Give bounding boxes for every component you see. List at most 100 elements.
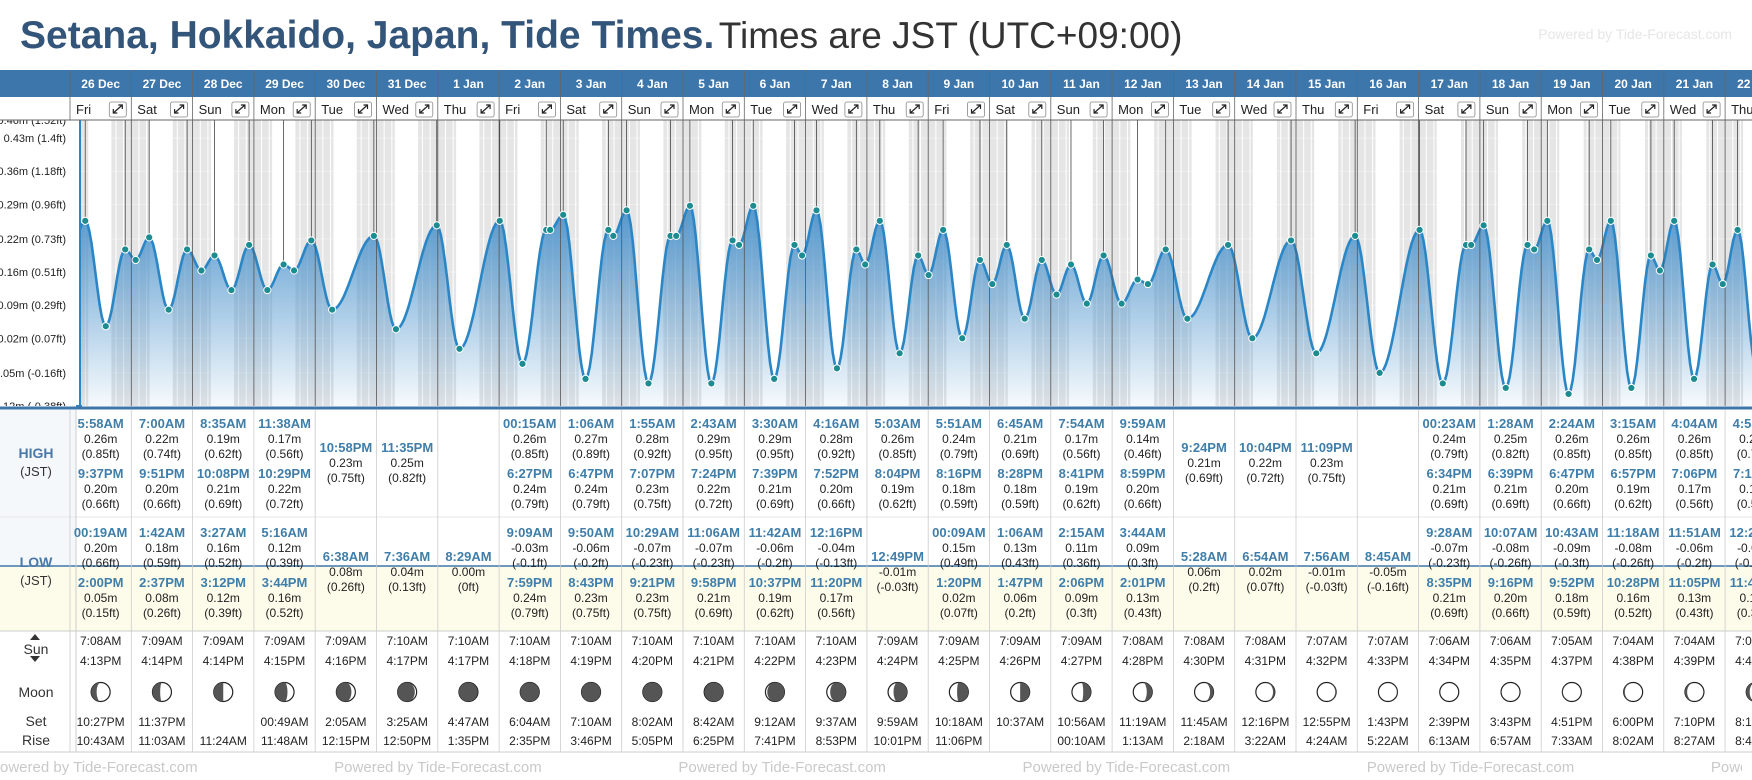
sunrise-time: 7:10AM xyxy=(570,634,611,648)
moonset-time: 10:27PM xyxy=(77,715,125,729)
low-tide-point xyxy=(1312,349,1321,358)
date-label: 26 Dec xyxy=(81,77,120,91)
weekday-label: Sun xyxy=(1057,102,1080,117)
high-tide-point xyxy=(1733,225,1742,234)
moonset-time: 2:05AM xyxy=(325,715,366,729)
tide-height-m: 0.19m xyxy=(1616,482,1649,496)
expand-icon[interactable] xyxy=(476,101,495,118)
low-tide-point xyxy=(861,260,870,269)
moonset-time: 3:43PM xyxy=(1490,715,1531,729)
tide-height-ft: (0.74ft) xyxy=(143,447,181,461)
tide-height-ft: (-0.26ft) xyxy=(1490,556,1532,570)
weekday-label: Fri xyxy=(934,102,949,117)
expand-icon[interactable] xyxy=(1518,101,1537,118)
sunrise-time: 7:09AM xyxy=(1061,634,1102,648)
expand-icon[interactable] xyxy=(721,101,740,118)
tide-height-ft: (-0.1ft) xyxy=(512,556,547,570)
expand-icon[interactable] xyxy=(1212,101,1231,118)
tide-height-m: 0.11m xyxy=(1740,591,1752,605)
low-tide-point xyxy=(1592,255,1602,265)
tide-time: 8:35AM xyxy=(200,416,246,431)
tide-height-ft: (0.2ft) xyxy=(1188,580,1219,594)
tide-time: 10:08PM xyxy=(197,466,250,481)
sunrise-time: 7:10AM xyxy=(509,634,550,648)
expand-icon[interactable] xyxy=(415,101,434,118)
sunset-time: 4:21PM xyxy=(693,654,734,668)
tide-time: 8:59PM xyxy=(1120,466,1166,481)
tide-height-m: 0.20m xyxy=(1494,591,1527,605)
expand-icon[interactable] xyxy=(538,101,556,118)
tide-height-ft: (0.66ft) xyxy=(82,497,120,511)
expand-icon[interactable] xyxy=(1089,101,1108,118)
expand-icon[interactable] xyxy=(660,101,679,118)
high-tide-point xyxy=(790,240,799,250)
tide-height-m: 0.24m xyxy=(574,482,607,496)
tide-time: 1:42AM xyxy=(139,525,185,540)
high-tide-point xyxy=(1606,216,1615,225)
expand-icon[interactable] xyxy=(108,101,127,118)
tide-time: 2:06PM xyxy=(1059,575,1105,590)
expand-icon[interactable] xyxy=(1334,101,1353,118)
sunrise-time: 7:09AM xyxy=(999,634,1040,648)
expand-icon[interactable] xyxy=(1641,101,1660,118)
tide-height-m: 0.21m xyxy=(1433,482,1466,496)
tide-time: 11:20PM xyxy=(810,575,862,590)
tide-time: 1:06AM xyxy=(997,525,1043,540)
expand-icon[interactable] xyxy=(354,101,372,118)
expand-icon[interactable] xyxy=(170,101,189,118)
tide-height-m: 0.22m xyxy=(145,432,178,446)
tide-height-ft: (0.07ft) xyxy=(940,606,978,620)
expand-icon[interactable] xyxy=(783,101,801,118)
tide-time: 11:05PM xyxy=(1668,575,1720,590)
tide-height-m: 0.00m xyxy=(452,565,485,579)
expand-icon[interactable] xyxy=(1151,101,1169,118)
tide-height-ft: (0.26ft) xyxy=(327,580,365,594)
expand-icon[interactable] xyxy=(1457,101,1476,118)
tide-height-m: 0.17m xyxy=(268,432,301,446)
tide-height-ft: (0.82ft) xyxy=(388,471,426,485)
sunrise-time: 7:04AM xyxy=(1612,634,1653,648)
tide-time: 3:27AM xyxy=(200,525,246,540)
moonset-time: 8:19PM xyxy=(1735,715,1752,729)
expand-icon[interactable] xyxy=(1580,101,1598,118)
moonset-time: 11:45AM xyxy=(1180,715,1227,729)
tide-time: 8:43PM xyxy=(568,575,614,590)
expand-icon[interactable] xyxy=(1702,101,1721,118)
expand-icon[interactable] xyxy=(905,101,924,118)
low-tide-point xyxy=(672,231,681,241)
expand-icon[interactable] xyxy=(1028,101,1047,118)
high-tide-point xyxy=(1479,221,1488,230)
tide-time: 2:24AM xyxy=(1549,416,1595,431)
low-jst-label: (JST) xyxy=(20,573,52,588)
low-tide-point xyxy=(895,349,904,358)
high-tide-point xyxy=(1099,251,1108,260)
high-tide-point xyxy=(81,216,90,225)
tide-time: 7:54AM xyxy=(1058,416,1104,431)
expand-icon[interactable] xyxy=(599,101,618,118)
tide-time: 3:12PM xyxy=(200,575,246,590)
moonset-time: 3:25AM xyxy=(386,715,427,729)
sunrise-time: 7:10AM xyxy=(816,634,857,648)
expand-icon[interactable] xyxy=(1396,101,1414,118)
moonrise-time: 11:06PM xyxy=(935,734,982,748)
expand-icon-arrow xyxy=(1583,104,1595,114)
sunset-time: 4:18PM xyxy=(509,654,550,668)
expand-icon[interactable] xyxy=(844,101,863,118)
y-tick-label: 0.29m (0.96ft) xyxy=(0,199,66,211)
expand-icon[interactable] xyxy=(231,101,250,118)
moonrise-time: 11:03AM xyxy=(138,734,185,748)
expand-icon[interactable] xyxy=(292,101,311,118)
expand-icon[interactable] xyxy=(1273,101,1292,118)
tide-height-ft: (0.52ft) xyxy=(204,556,242,570)
tide-height-ft: (-0.2ft) xyxy=(1677,556,1712,570)
tide-height-m: 0.22m xyxy=(697,482,730,496)
tide-height-ft: (0.62ft) xyxy=(204,447,242,461)
low-tide-point xyxy=(1530,245,1539,254)
tide-time: 1:06AM xyxy=(568,416,614,431)
tide-time: 10:28PM xyxy=(1607,575,1660,590)
moonrise-time: 3:22AM xyxy=(1245,734,1286,748)
expand-icon[interactable] xyxy=(967,101,985,118)
high-tide-point xyxy=(1670,216,1679,225)
moonrise-time: 2:35PM xyxy=(509,734,550,748)
tide-height-ft: (0.69ft) xyxy=(1001,447,1039,461)
